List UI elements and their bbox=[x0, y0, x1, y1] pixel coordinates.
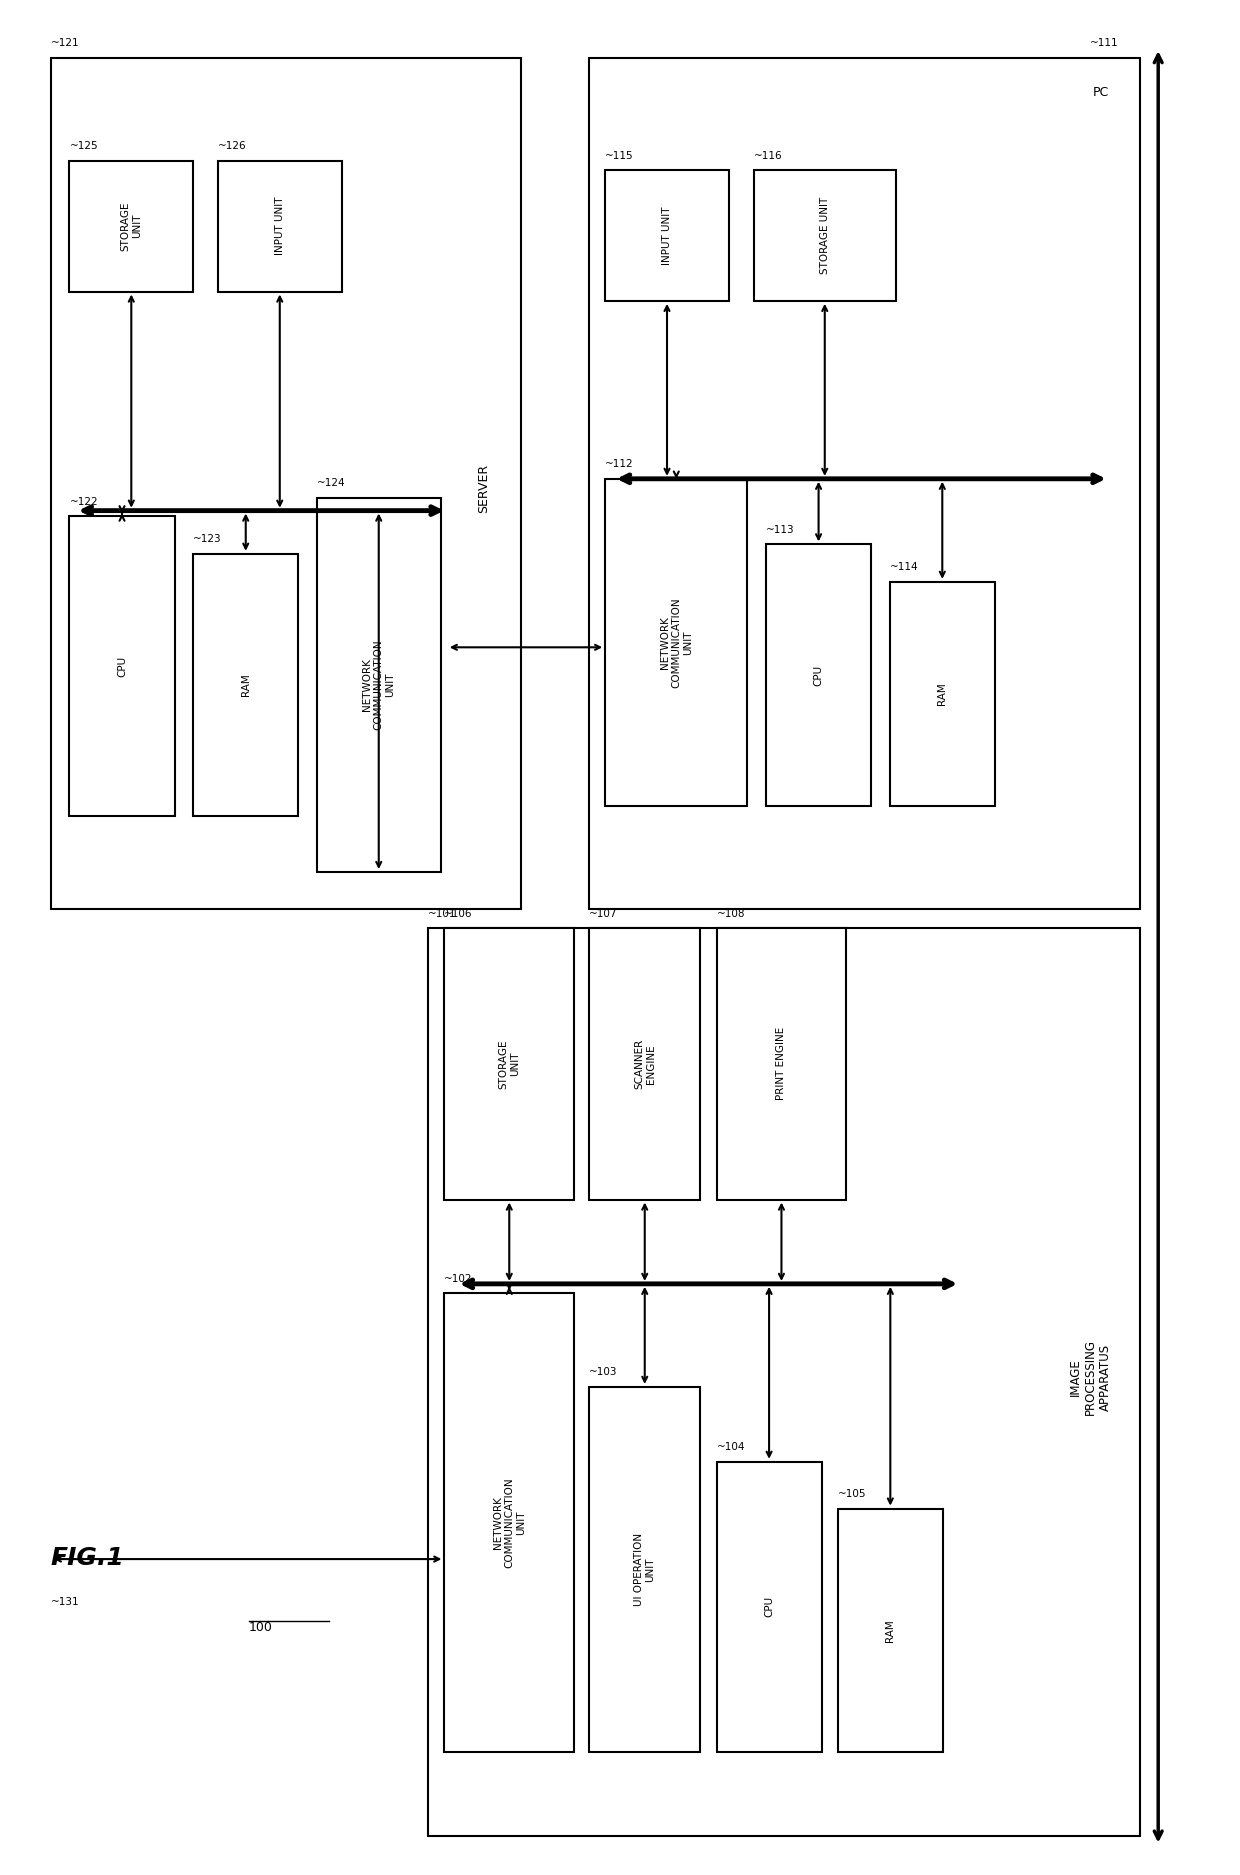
Text: INPUT UNIT: INPUT UNIT bbox=[662, 206, 672, 264]
Text: SERVER: SERVER bbox=[477, 463, 490, 512]
Text: ~103: ~103 bbox=[589, 1367, 618, 1378]
Text: RAM: RAM bbox=[241, 673, 250, 696]
Bar bbox=[218, 161, 342, 292]
Text: ~108: ~108 bbox=[717, 909, 745, 919]
Bar bbox=[890, 581, 994, 806]
Text: RAM: RAM bbox=[885, 1618, 895, 1642]
Text: ~121: ~121 bbox=[51, 38, 79, 49]
Bar bbox=[444, 1294, 574, 1751]
Bar bbox=[589, 58, 1140, 909]
Bar bbox=[193, 553, 299, 816]
Text: ~131: ~131 bbox=[51, 1596, 79, 1607]
Bar bbox=[69, 161, 193, 292]
Text: ~125: ~125 bbox=[69, 141, 98, 152]
Text: ~124: ~124 bbox=[317, 478, 346, 488]
Bar bbox=[717, 1462, 822, 1751]
Text: CPU: CPU bbox=[117, 656, 126, 677]
Text: RAM: RAM bbox=[937, 682, 947, 705]
Text: ~111: ~111 bbox=[1090, 38, 1118, 49]
Text: ~115: ~115 bbox=[605, 150, 634, 161]
Text: 100: 100 bbox=[249, 1620, 273, 1633]
Bar bbox=[428, 928, 1140, 1836]
Text: UI OPERATION
UNIT: UI OPERATION UNIT bbox=[634, 1534, 656, 1605]
Bar bbox=[717, 928, 847, 1200]
Text: ~102: ~102 bbox=[444, 1273, 472, 1284]
Text: ~116: ~116 bbox=[754, 150, 782, 161]
Bar bbox=[605, 478, 748, 806]
Text: PC: PC bbox=[1092, 86, 1109, 99]
Text: ~114: ~114 bbox=[890, 562, 919, 572]
Bar bbox=[589, 928, 701, 1200]
Text: NETWORK
COMMUNICATION
UNIT: NETWORK COMMUNICATION UNIT bbox=[660, 598, 693, 688]
Bar bbox=[838, 1509, 942, 1751]
Text: PRINT ENGINE: PRINT ENGINE bbox=[776, 1028, 786, 1101]
Bar bbox=[589, 1388, 701, 1751]
Text: STORAGE UNIT: STORAGE UNIT bbox=[820, 197, 830, 274]
Bar bbox=[754, 171, 897, 302]
Text: SCANNER
ENGINE: SCANNER ENGINE bbox=[634, 1039, 656, 1089]
Text: ~104: ~104 bbox=[717, 1442, 745, 1453]
Text: NETWORK
COMMUNICATION
UNIT: NETWORK COMMUNICATION UNIT bbox=[492, 1478, 526, 1567]
Bar bbox=[605, 171, 729, 302]
Bar bbox=[51, 58, 521, 909]
Bar bbox=[766, 544, 872, 806]
Bar bbox=[444, 928, 574, 1200]
Text: STORAGE
UNIT: STORAGE UNIT bbox=[498, 1039, 520, 1089]
Text: ~112: ~112 bbox=[605, 459, 634, 469]
Text: ~107: ~107 bbox=[589, 909, 618, 919]
Bar bbox=[69, 516, 175, 816]
Text: ~105: ~105 bbox=[838, 1489, 867, 1500]
Text: IMAGE
PROCESSING
APPARATUS: IMAGE PROCESSING APPARATUS bbox=[1069, 1339, 1111, 1416]
Text: ~106: ~106 bbox=[444, 909, 472, 919]
Text: ~126: ~126 bbox=[218, 141, 247, 152]
Text: CPU: CPU bbox=[813, 666, 823, 686]
Text: ~101: ~101 bbox=[428, 909, 456, 919]
Bar bbox=[317, 497, 440, 872]
Text: NETWORK
COMMUNICATION
UNIT: NETWORK COMMUNICATION UNIT bbox=[362, 639, 396, 729]
Text: ~122: ~122 bbox=[69, 497, 98, 506]
Text: ~123: ~123 bbox=[193, 534, 222, 544]
Text: CPU: CPU bbox=[764, 1596, 774, 1618]
Text: FIG.1: FIG.1 bbox=[51, 1547, 125, 1569]
Text: STORAGE
UNIT: STORAGE UNIT bbox=[120, 201, 143, 251]
Text: INPUT UNIT: INPUT UNIT bbox=[275, 197, 285, 255]
Text: ~113: ~113 bbox=[766, 525, 795, 534]
